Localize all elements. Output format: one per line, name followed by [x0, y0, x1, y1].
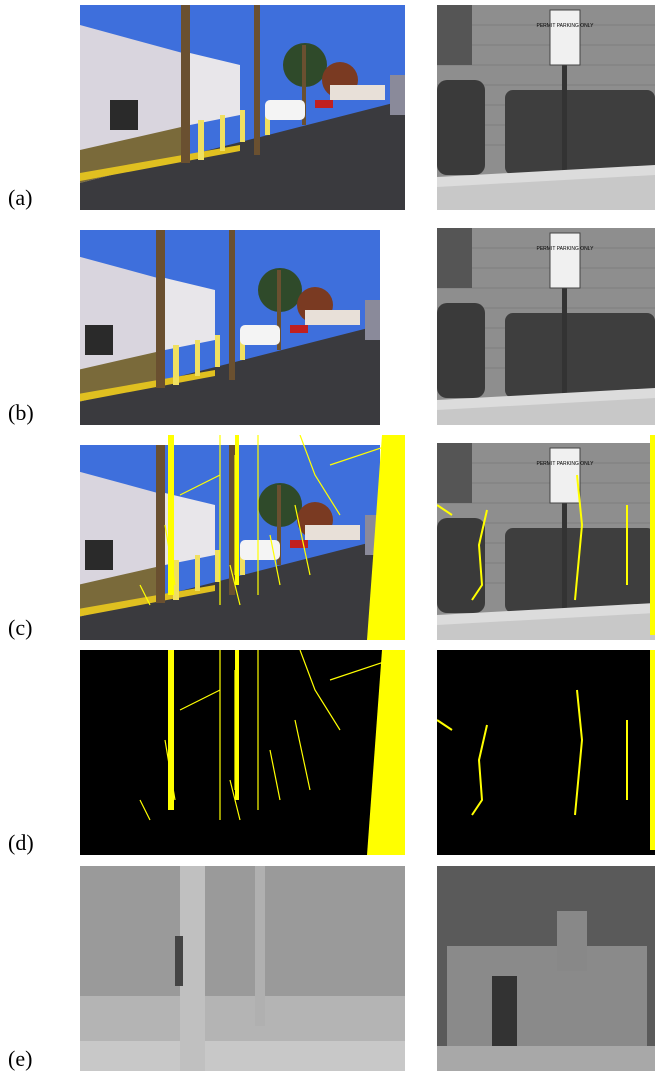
row-label: (d)	[8, 830, 34, 856]
row-label: (e)	[8, 1046, 32, 1072]
right-image: PERMIT PARKING ONLY	[437, 220, 655, 425]
left-image	[80, 220, 405, 425]
background	[80, 650, 405, 855]
scene: PERMIT PARKING ONLY	[437, 443, 655, 640]
disparity	[557, 911, 587, 971]
disparity	[80, 1041, 405, 1071]
scene	[80, 230, 380, 425]
background	[437, 650, 655, 855]
right-image: PERMIT PARKING ONLY	[437, 435, 655, 640]
right-image	[437, 866, 655, 1071]
left-image	[80, 866, 405, 1071]
image-content	[437, 228, 655, 425]
row-label: (c)	[8, 615, 32, 641]
image-content	[80, 5, 405, 210]
scene: PERMIT PARKING ONLY	[437, 5, 655, 210]
scene: PERMIT PARKING ONLY	[437, 228, 655, 425]
figure: (a) PERMIT PARKING ONLY (b) PERMIT PARKING …	[0, 0, 659, 1075]
disparity	[180, 866, 205, 1071]
left-image	[80, 5, 405, 210]
image-content	[80, 230, 380, 425]
left-image	[80, 435, 405, 640]
image-content	[80, 445, 380, 640]
left-image	[80, 650, 405, 855]
disparity	[447, 946, 647, 1046]
disparity	[175, 936, 183, 986]
image-content	[437, 5, 655, 210]
scene	[80, 5, 405, 210]
right-image: PERMIT PARKING ONLY	[437, 5, 655, 210]
disparity	[492, 976, 517, 1046]
scene	[80, 445, 380, 640]
sign-text: PERMIT PARKING ONLY	[537, 246, 595, 252]
disparity	[437, 1046, 655, 1071]
row-label: (b)	[8, 400, 34, 426]
sign-text: PERMIT PARKING ONLY	[537, 23, 595, 29]
sign-text: PERMIT PARKING ONLY	[537, 461, 595, 467]
row-label: (a)	[8, 185, 32, 211]
right-image	[437, 650, 655, 855]
image-content	[437, 443, 655, 640]
disparity	[255, 866, 265, 1026]
